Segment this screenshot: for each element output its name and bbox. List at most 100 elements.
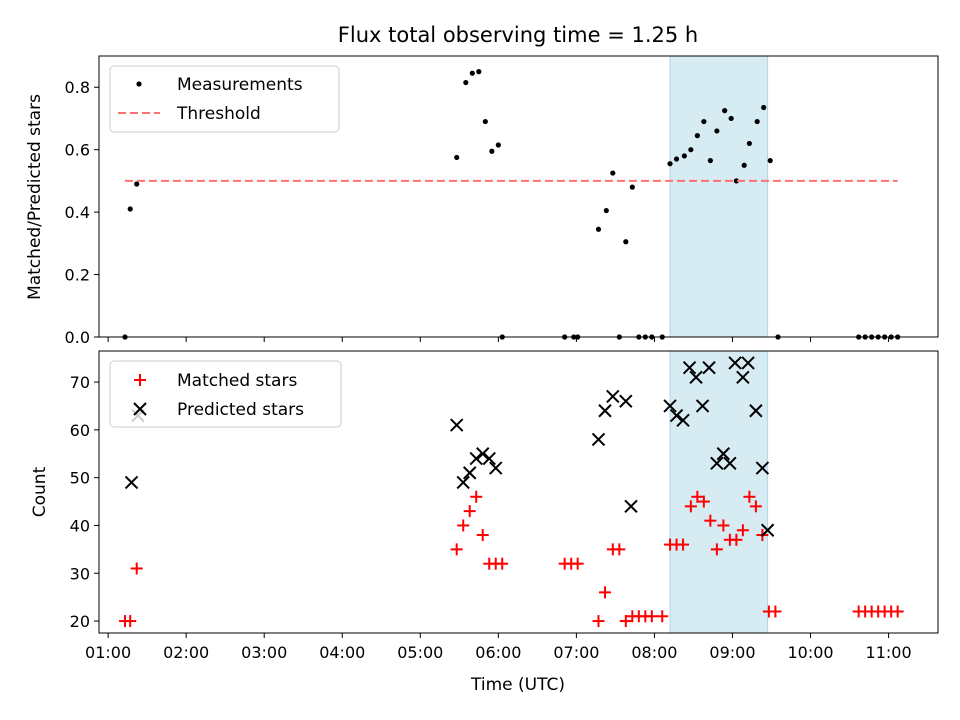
- bottom-legend: Matched stars Predicted stars: [109, 360, 342, 428]
- ytick-label: 0.8: [65, 78, 90, 97]
- matched-point: [717, 519, 730, 532]
- predicted-point: [669, 408, 684, 423]
- measurement-point: [495, 142, 501, 148]
- predicted-point: [749, 404, 763, 418]
- bottom-marks: [119, 356, 904, 628]
- ytick-label: 30: [70, 564, 90, 583]
- predicted-point: [476, 447, 490, 461]
- xtick-label: 09:00: [709, 643, 755, 662]
- predicted-point: [702, 361, 716, 375]
- bottom-span-highlight: [669, 350, 769, 634]
- matched-point: [124, 615, 137, 628]
- matched-point: [697, 495, 710, 508]
- ytick-label: 40: [70, 516, 90, 535]
- predicted-point: [695, 399, 710, 413]
- bottom-ticks: 20 30 40 50 60 70 01:00 02:00 03:00 04:00 05:00 06:…: [70, 373, 912, 662]
- predicted-point: [619, 394, 633, 408]
- measurement-point: [134, 181, 140, 187]
- xtick-label: 01:00: [85, 643, 131, 662]
- predicted-point: [456, 475, 470, 490]
- ytick-label: 0.6: [65, 141, 90, 160]
- predicted-point: [710, 456, 724, 471]
- ytick-label: 50: [70, 469, 90, 488]
- measurement-point: [489, 148, 495, 154]
- xtick-label: 11:00: [866, 643, 912, 662]
- matched-point: [476, 529, 489, 542]
- matched-point: [599, 586, 612, 599]
- measurement-point: [694, 133, 700, 139]
- predicted-point: [469, 451, 483, 466]
- predicted-point: [716, 447, 731, 461]
- predicted-point: [598, 404, 612, 418]
- matched-point: [592, 615, 605, 628]
- measurement-point: [482, 118, 488, 125]
- top-ylabel: Matched/Predicted stars: [25, 94, 45, 300]
- predicted-point: [624, 499, 638, 514]
- matched-point: [749, 500, 762, 513]
- measurement-point: [728, 115, 734, 122]
- matched-point: [769, 605, 782, 618]
- measurement-point: [701, 118, 707, 125]
- ytick-label: 70: [70, 373, 90, 392]
- top-axes: 0.00.20.40.60.8 Matched/Predicted stars …: [25, 55, 939, 347]
- matched-point: [457, 519, 470, 532]
- matched-point: [656, 610, 669, 623]
- predicted-point: [728, 356, 742, 370]
- xtick-label: 08:00: [631, 643, 677, 662]
- measurement-point: [688, 147, 694, 153]
- predicted-point: [663, 399, 677, 413]
- matched-point: [571, 557, 584, 570]
- matched-point: [463, 505, 476, 518]
- predicted-point: [676, 413, 690, 428]
- ytick-label: 0.2: [65, 266, 90, 285]
- xtick-label: 06:00: [475, 643, 521, 662]
- legend-marker-matched: [134, 374, 146, 386]
- predicted-point: [450, 418, 464, 432]
- top-ticks: 0.0 0.2 0.4 0.6 0.8: [65, 78, 890, 347]
- measurement-point: [629, 184, 635, 190]
- xtick-label: 07:00: [553, 643, 599, 662]
- ytick-label: 0.0: [65, 328, 90, 347]
- top-span-highlight: [669, 55, 769, 338]
- matched-point: [704, 514, 717, 527]
- bottom-axes-frame: [98, 350, 939, 634]
- predicted-point: [682, 361, 697, 375]
- legend-label-matched: Matched stars: [177, 371, 297, 391]
- measurement-point: [754, 118, 760, 125]
- predicted-point: [463, 466, 477, 480]
- matched-point: [450, 543, 463, 556]
- top-legend: Measurements Threshold: [109, 65, 340, 133]
- measurement-point: [707, 157, 713, 164]
- predicted-point: [606, 389, 620, 404]
- measurement-point: [722, 108, 728, 114]
- predicted-point: [755, 461, 770, 475]
- measurement-point: [741, 162, 747, 168]
- xtick-label: 03:00: [241, 643, 287, 662]
- predicted-point: [482, 451, 496, 466]
- ytick-label: 60: [70, 421, 90, 440]
- matched-point: [736, 524, 749, 537]
- measurement-point: [767, 157, 773, 164]
- matched-point: [691, 490, 704, 503]
- legend-label-measurements: Measurements: [177, 75, 303, 95]
- matched-point: [677, 538, 690, 551]
- matched-point: [645, 610, 658, 623]
- predicted-point: [723, 456, 737, 471]
- matched-point: [743, 490, 756, 503]
- measurement-point: [667, 161, 673, 167]
- matched-point: [130, 562, 143, 575]
- xtick-label: 10:00: [787, 643, 833, 662]
- bottom-axes: 20 30 40 50 60 70 01:00 02:00 03:00 04:00 05:00 06:…: [30, 350, 939, 695]
- matched-point: [710, 543, 723, 556]
- measurement-point: [127, 206, 133, 212]
- bottom-xlabel: Time (UTC): [470, 675, 565, 695]
- measurement-point: [595, 226, 602, 232]
- measurement-point: [476, 69, 482, 75]
- measurement-point: [469, 70, 475, 76]
- predicted-point: [741, 356, 755, 370]
- chart-title: Flux total observing time = 1.25 h: [338, 23, 698, 47]
- matched-point: [619, 615, 632, 628]
- measurement-point: [454, 154, 460, 161]
- xtick-label: 02:00: [163, 643, 209, 662]
